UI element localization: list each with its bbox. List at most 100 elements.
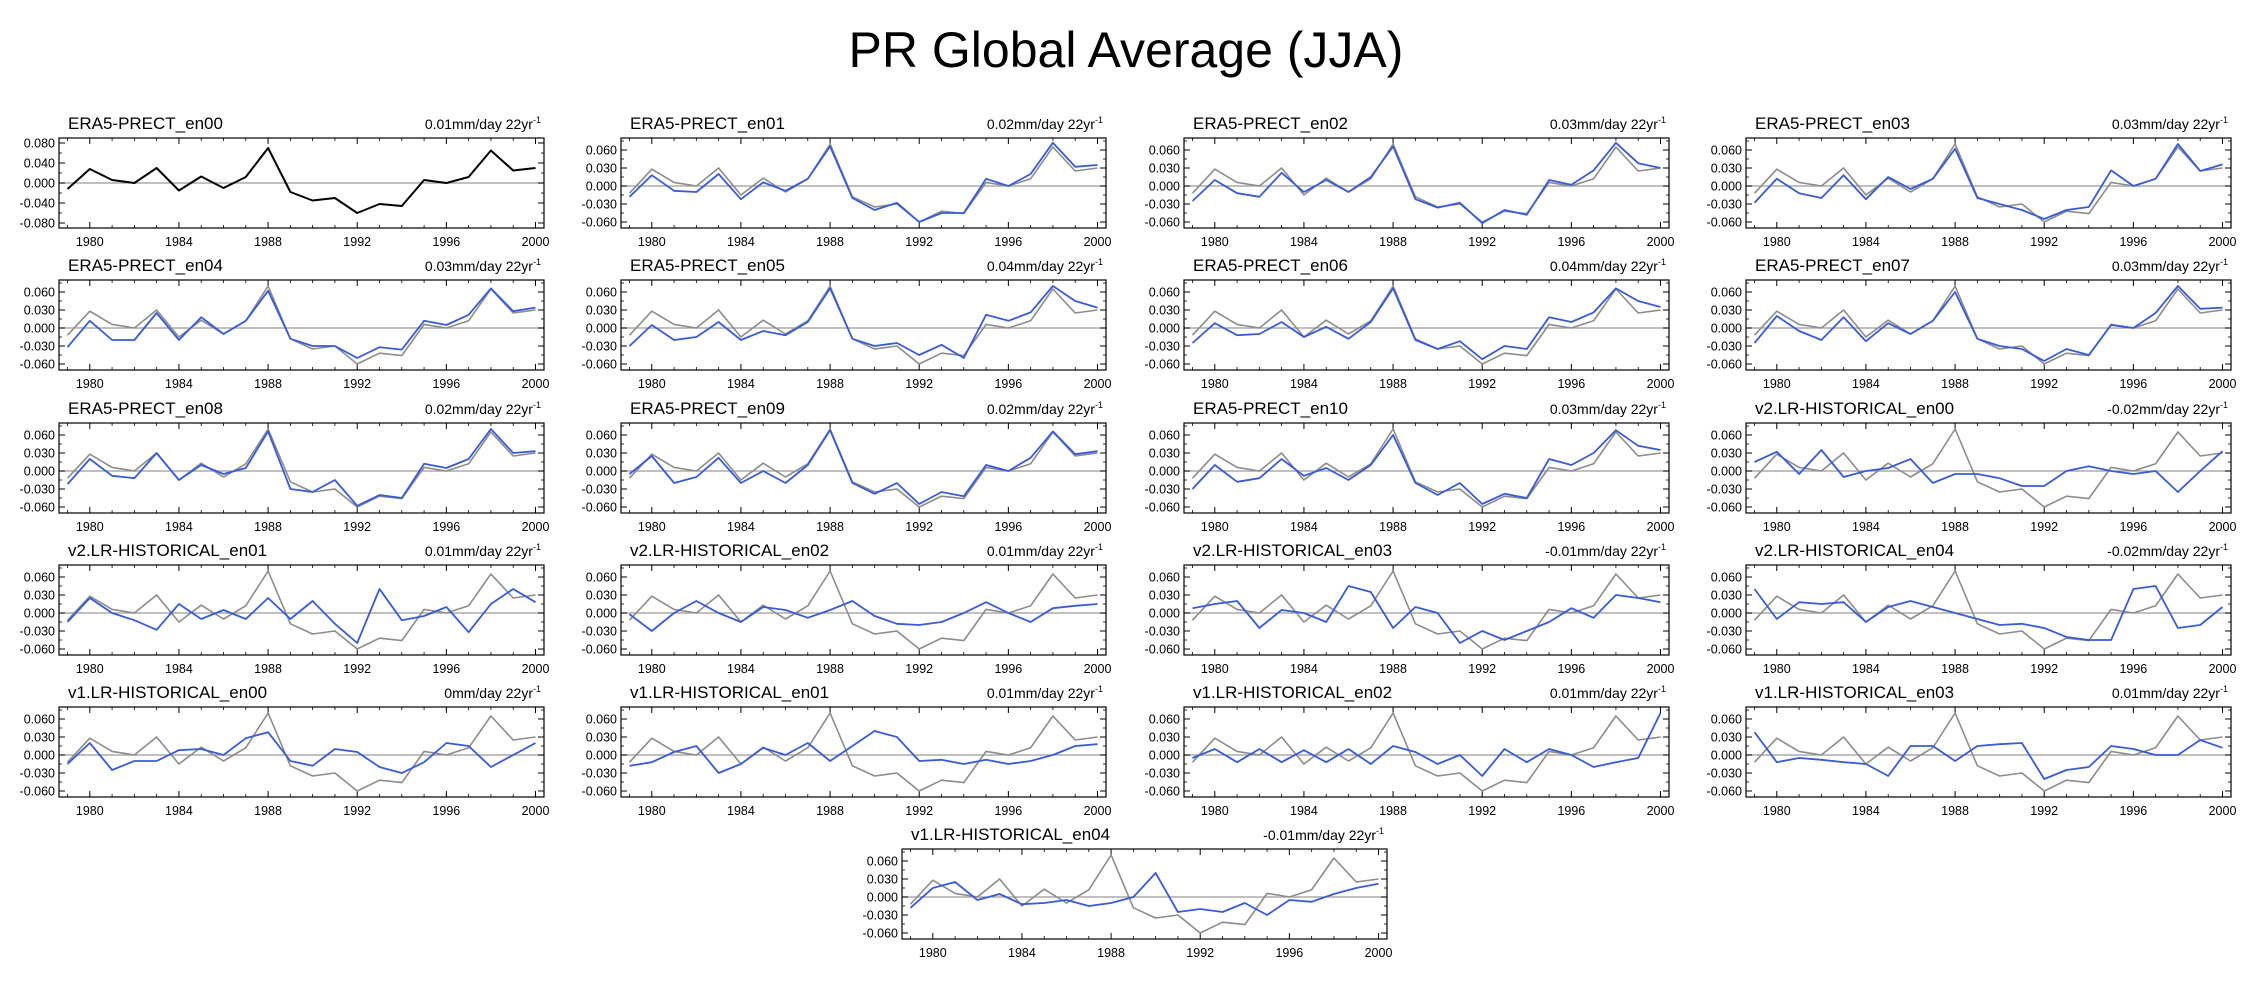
x-tick-label: 1988 <box>1379 235 1407 249</box>
panel-ERA5-PRECT_en08: ERA5-PRECT_en08 0.02mm/day 22yr-1 0.060 0.0… <box>20 399 550 534</box>
x-tick-label: 1984 <box>1852 804 1880 818</box>
x-tick-label: 1980 <box>1201 377 1229 391</box>
panel-trend: -0.02mm/day 22yr-1 <box>2107 400 2228 417</box>
y-tick-label: -0.060 <box>863 927 898 941</box>
y-tick-label: -0.030 <box>1707 198 1742 212</box>
x-tick-label: 1996 <box>432 662 460 676</box>
y-tick-label: -0.060 <box>582 216 617 230</box>
reference-series-line <box>1191 428 1661 508</box>
x-tick-label: 1996 <box>1557 235 1585 249</box>
y-tick-label: 0.030 <box>1711 447 1742 461</box>
x-tick-label: 2000 <box>522 377 550 391</box>
y-tick-label: -0.040 <box>20 197 55 211</box>
y-tick-label: 0.060 <box>24 571 55 585</box>
x-tick-label: 2000 <box>522 662 550 676</box>
panel-title: v2.LR-HISTORICAL_en04 <box>1755 541 1954 560</box>
y-tick-label: -0.060 <box>1145 216 1180 230</box>
x-tick-label: 1992 <box>1468 520 1496 534</box>
y-tick-label: 0.030 <box>1711 304 1742 318</box>
y-tick-label: 0.060 <box>867 855 898 869</box>
x-tick-label: 1984 <box>1008 946 1036 960</box>
panel-v1.LR-HISTORICAL_en02: v1.LR-HISTORICAL_en02 0.01mm/day 22yr-1 0.… <box>1145 683 1675 818</box>
x-tick-label: 1992 <box>905 235 933 249</box>
reference-series-line <box>909 854 1379 934</box>
x-tick-label: 1980 <box>1763 235 1791 249</box>
y-tick-label: -0.030 <box>582 625 617 639</box>
reference-series-line <box>1191 285 1661 365</box>
x-tick-label: 1992 <box>2030 520 2058 534</box>
plot-frame <box>58 422 545 514</box>
y-tick-label: 0.060 <box>1149 144 1180 158</box>
panel-trend: 0.03mm/day 22yr-1 <box>425 257 541 274</box>
x-tick-label: 1996 <box>1275 946 1303 960</box>
panel-trend: 0.01mm/day 22yr-1 <box>425 115 541 132</box>
y-tick-label: 0.030 <box>867 873 898 887</box>
x-tick-label: 1992 <box>343 377 371 391</box>
x-tick-label: 2000 <box>1084 235 1112 249</box>
trend-exponent: -1 <box>2220 257 2228 267</box>
x-tick-label: 1984 <box>1290 804 1318 818</box>
y-tick-label: 0.060 <box>24 286 55 300</box>
x-tick-label: 1988 <box>816 377 844 391</box>
panel-trend: 0.03mm/day 22yr-1 <box>2112 257 2228 274</box>
x-tick-label: 1996 <box>432 804 460 818</box>
y-tick-label: 0.060 <box>586 429 617 443</box>
panel-title: ERA5-PRECT_en06 <box>1193 256 1348 275</box>
y-tick-label: 0.060 <box>1711 713 1742 727</box>
trend-exponent: -1 <box>2220 542 2228 552</box>
x-tick-label: 2000 <box>1084 377 1112 391</box>
y-tick-label: -0.060 <box>1145 643 1180 657</box>
x-tick-label: 2000 <box>1647 235 1675 249</box>
y-tick-label: 0.000 <box>1149 322 1180 336</box>
x-tick-label: 1980 <box>1201 662 1229 676</box>
panel-ERA5-PRECT_en07: ERA5-PRECT_en07 0.03mm/day 22yr-1 0.060 0.0… <box>1707 256 2237 391</box>
reference-series-line <box>66 428 536 508</box>
y-tick-label: -0.030 <box>582 340 617 354</box>
plot-frame <box>1745 422 2232 514</box>
x-tick-label: 2000 <box>1084 804 1112 818</box>
panel-trend: 0.01mm/day 22yr-1 <box>987 542 1103 559</box>
reference-series-line <box>1753 428 2223 508</box>
x-tick-label: 2000 <box>1647 377 1675 391</box>
x-tick-label: 1988 <box>1941 377 1969 391</box>
y-tick-label: -0.030 <box>582 767 617 781</box>
y-tick-label: 0.060 <box>1149 571 1180 585</box>
x-tick-label: 1980 <box>76 662 104 676</box>
y-tick-label: -0.030 <box>1707 767 1742 781</box>
plot-frame <box>1745 279 2232 371</box>
y-tick-label: -0.060 <box>20 501 55 515</box>
trend-exponent: -1 <box>2220 400 2228 410</box>
x-tick-label: 1984 <box>727 804 755 818</box>
trend-exponent: -1 <box>1658 684 1666 694</box>
x-tick-label: 1992 <box>2030 235 2058 249</box>
x-tick-label: 2000 <box>2209 235 2237 249</box>
y-tick-label: -0.030 <box>1145 767 1180 781</box>
x-tick-label: 1988 <box>1379 804 1407 818</box>
series-line <box>1191 287 1661 361</box>
x-tick-label: 1984 <box>1852 377 1880 391</box>
x-tick-label: 1980 <box>638 804 666 818</box>
x-tick-label: 1984 <box>1852 662 1880 676</box>
panel-v1.LR-HISTORICAL_en01: v1.LR-HISTORICAL_en01 0.01mm/day 22yr-1 0.… <box>582 683 1112 818</box>
y-tick-label: 0.030 <box>586 162 617 176</box>
y-tick-label: -0.060 <box>1707 643 1742 657</box>
plot-frame <box>1745 706 2232 798</box>
x-tick-label: 1992 <box>2030 377 2058 391</box>
panel-trend: 0.01mm/day 22yr-1 <box>1550 684 1666 701</box>
series-line <box>66 428 536 507</box>
panel-title: ERA5-PRECT_en02 <box>1193 114 1348 133</box>
panel-title: ERA5-PRECT_en08 <box>68 399 223 418</box>
x-tick-label: 1996 <box>2119 235 2147 249</box>
y-tick-label: 0.030 <box>24 731 55 745</box>
x-tick-label: 1980 <box>1763 377 1791 391</box>
y-tick-label: 0.000 <box>586 465 617 479</box>
panel-title: v1.LR-HISTORICAL_en04 <box>911 825 1110 844</box>
x-tick-label: 1988 <box>816 662 844 676</box>
series-line <box>1753 731 2223 780</box>
x-tick-label: 1980 <box>1763 804 1791 818</box>
y-tick-label: 0.030 <box>1711 162 1742 176</box>
panel-title: ERA5-PRECT_en05 <box>630 256 785 275</box>
y-tick-label: 0.030 <box>24 447 55 461</box>
reference-series-line <box>66 570 536 650</box>
